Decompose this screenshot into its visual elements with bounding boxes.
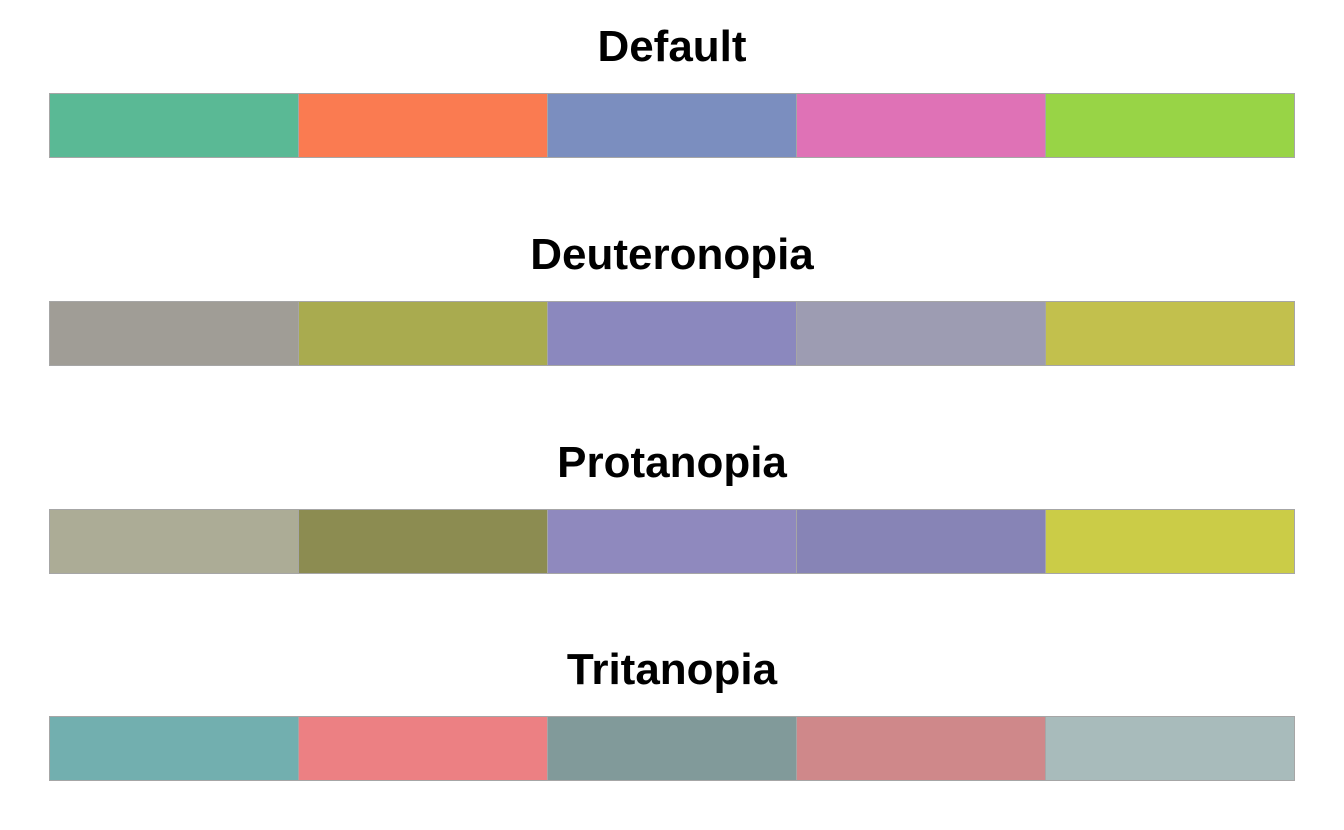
panel-title-default: Default — [597, 22, 747, 71]
palette-strip-protanopia — [49, 509, 1296, 574]
color-swatch-4 — [795, 716, 1047, 781]
palette-strip-default — [49, 93, 1296, 158]
color-swatch-5 — [1044, 93, 1296, 158]
panel-title-deuteronopia: Deuteronopia — [530, 230, 814, 279]
panel-title-tritanopia: Tritanopia — [566, 645, 778, 694]
color-swatch-2 — [297, 716, 549, 781]
color-swatch-1 — [49, 716, 300, 781]
color-swatch-5 — [1044, 301, 1296, 366]
color-swatch-1 — [49, 301, 300, 366]
color-swatch-2 — [297, 301, 549, 366]
color-swatch-5 — [1044, 716, 1296, 781]
color-swatch-5 — [1044, 509, 1296, 574]
color-swatch-3 — [546, 93, 798, 158]
color-swatch-4 — [795, 93, 1047, 158]
color-swatch-4 — [795, 509, 1047, 574]
color-swatch-1 — [49, 509, 300, 574]
palette-strip-tritanopia — [49, 716, 1296, 781]
color-swatch-4 — [795, 301, 1047, 366]
color-swatch-1 — [49, 93, 300, 158]
color-swatch-2 — [297, 93, 549, 158]
color-swatch-3 — [546, 509, 798, 574]
color-swatch-3 — [546, 716, 798, 781]
panel-title-protanopia: Protanopia — [557, 438, 787, 487]
color-swatch-2 — [297, 509, 549, 574]
color-swatch-3 — [546, 301, 798, 366]
palette-strip-deuteronopia — [49, 301, 1296, 366]
